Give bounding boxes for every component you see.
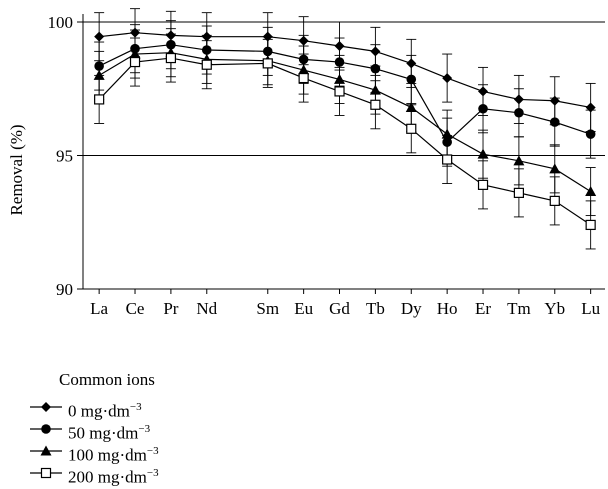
legend-symbol (30, 445, 62, 456)
legend-label: 200 mg·dm−3 (68, 462, 159, 489)
legend-title: Common ions (59, 370, 155, 389)
x-tick-label-Ce: Ce (126, 299, 145, 318)
data-point-triangle (549, 163, 561, 174)
legend-entry: 0 mg·dm−3 (28, 396, 268, 421)
data-point-square-open (585, 219, 596, 231)
data-point-square-open (298, 72, 309, 84)
x-tick-label-Pr: Pr (163, 299, 178, 318)
x-tick-label-Eu: Eu (294, 299, 313, 318)
x-tick-label-Yb: Yb (544, 299, 565, 318)
data-point-circle (478, 103, 488, 114)
series-line-2 (98, 52, 591, 193)
data-point-circle (549, 117, 560, 127)
data-point-square-open (370, 99, 381, 110)
x-tick-label-Nd: Nd (196, 299, 217, 318)
data-point-square-open (442, 154, 453, 165)
data-point-triangle (513, 155, 525, 166)
legend-label-text: 50 mg·dm (68, 423, 139, 443)
series-line-0 (99, 32, 591, 109)
data-point-triangle (441, 128, 453, 139)
data-point-square-open (201, 59, 212, 70)
chart: 90 95 100 La Ce Pr Nd Sm Eu Gd Tb Dy Ho Er Tm Yb Lu Remo… (7, 8, 605, 318)
series-line-1 (98, 44, 591, 144)
legend-label-exponent: −3 (129, 401, 142, 413)
x-tick-label-La: La (90, 299, 108, 318)
legend-entry: 50 mg·dm−3 (28, 418, 268, 443)
data-point-square-open (549, 195, 560, 206)
y-axis-label: Removal (%) (7, 124, 26, 215)
series-3 (94, 33, 596, 250)
legend-marker-square-open (40, 467, 52, 479)
data-point-diamond (442, 73, 453, 84)
series-line-3 (98, 57, 591, 226)
legend-label: 0 mg·dm−3 (68, 396, 142, 423)
data-point-square-open (477, 179, 489, 190)
data-point-triangle (93, 69, 105, 80)
data-point-square-open (262, 58, 273, 69)
legend: Common ions 0 mg·dm−3 50 mg·dm−3 100 mg·dm… (28, 370, 288, 487)
legend-marker-circle (41, 424, 51, 434)
legend-marker-diamond (41, 402, 51, 412)
x-tick-label-Er: Er (475, 299, 491, 318)
legend-symbol (30, 424, 62, 434)
data-point-square-open (334, 86, 345, 97)
legend-entry: 200 mg·dm−3 (28, 462, 268, 487)
y-tick-label-95: 95 (56, 147, 73, 166)
legend-symbol (30, 467, 62, 479)
legend-label-exponent: −3 (146, 445, 159, 457)
x-tick-label-Lu: Lu (581, 299, 600, 318)
x-tick-label-Tb: Tb (366, 299, 385, 318)
x-tick-label-Sm: Sm (256, 299, 279, 318)
legend-label: 100 mg·dm−3 (68, 440, 159, 467)
data-point-triangle (477, 148, 489, 159)
legend-label-exponent: −3 (146, 467, 159, 479)
data-point-square-open (165, 52, 176, 64)
data-point-square-open (513, 187, 524, 198)
data-point-circle (585, 129, 596, 139)
x-tick-label-Tm: Tm (507, 299, 531, 318)
legend-entry: 100 mg·dm−3 (28, 440, 268, 465)
data-point-square-open (94, 94, 105, 105)
data-point-square-open (406, 123, 417, 134)
legend-label-text: 200 mg·dm (68, 467, 147, 487)
legend-label-text: 100 mg·dm (68, 445, 147, 465)
y-tick-label-100: 100 (48, 13, 74, 32)
legend-symbol (30, 402, 62, 412)
axes (82, 14, 605, 290)
data-point-square-open (129, 56, 141, 68)
data-point-circle (514, 107, 524, 118)
data-point-diamond (94, 31, 105, 42)
tick-layer: 90 95 100 La Ce Pr Nd Sm Eu Gd Tb Dy Ho Er Tm Yb Lu (48, 13, 601, 318)
x-tick-label-Dy: Dy (401, 299, 422, 318)
x-tick-label-Ho: Ho (437, 299, 458, 318)
legend-label-exponent: −3 (138, 423, 151, 435)
data-point-circle (406, 74, 417, 85)
y-tick-label-90: 90 (56, 280, 73, 299)
x-tick-label-Gd: Gd (329, 299, 350, 318)
legend-label-text: 0 mg·dm (68, 401, 130, 421)
data-point-triangle (585, 186, 597, 197)
legend-marker-triangle (40, 445, 52, 456)
series-layer (93, 8, 597, 250)
legend-label: 50 mg·dm−3 (68, 418, 150, 445)
